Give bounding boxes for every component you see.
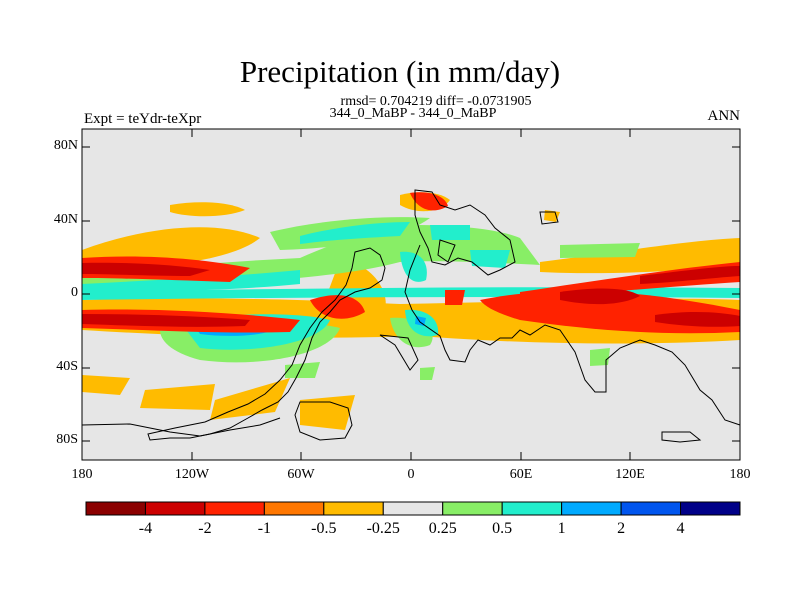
colorbar-label: -4 <box>138 520 153 537</box>
colorbar-label: -0.25 <box>366 520 400 537</box>
axis-ticks <box>82 129 740 460</box>
colorbar-swatch <box>561 501 622 516</box>
lon-label-120e: 120E <box>615 467 645 482</box>
colorbar-label: 1 <box>557 520 566 537</box>
colorbar-swatch <box>204 501 265 516</box>
lat-label-eq: 0 <box>71 285 78 300</box>
colorbar-swatch <box>323 501 384 516</box>
colorbar-swatch <box>263 501 325 516</box>
colorbar-label: 0.5 <box>492 520 513 537</box>
colorbar-label: 0.25 <box>428 520 457 537</box>
colorbar-swatch <box>501 501 563 516</box>
lat-label-40n: 40N <box>53 212 78 227</box>
lat-label-80n: 80N <box>53 138 78 153</box>
colorbar-label: 4 <box>676 520 685 537</box>
season-label: ANN <box>707 108 741 124</box>
colorbar-swatch <box>680 501 741 516</box>
colorbar-label: -1 <box>257 520 272 537</box>
lon-label-180w: 180 <box>71 467 93 482</box>
lon-label-60w: 60W <box>287 467 315 482</box>
lon-label-120w: 120W <box>174 467 210 482</box>
colorbar <box>85 501 741 516</box>
lat-label-40s: 40S <box>56 359 78 374</box>
precipitation-field <box>82 192 740 430</box>
colorbar-swatch <box>442 501 503 516</box>
lat-label-80s: 80S <box>56 432 78 447</box>
colorbar-label: 2 <box>617 520 626 537</box>
colorbar-label: -0.5 <box>311 520 337 537</box>
stats-line: rmsd= 0.704219 diff= -0.0731905 <box>340 94 532 109</box>
lon-label-60e: 60E <box>509 467 533 482</box>
experiment-label: Expt = teYdr-teXpr <box>84 111 202 127</box>
colorbar-swatch <box>382 501 444 516</box>
colorbar-swatch <box>620 501 682 516</box>
colorbar-label: -2 <box>198 520 212 537</box>
lon-label-0: 0 <box>407 467 415 482</box>
subtitle: 344_0_MaBP - 344_0_MaBP <box>329 106 497 121</box>
colorbar-swatch <box>144 501 206 516</box>
lon-label-180e: 180 <box>729 467 751 482</box>
coastlines <box>81 189 741 443</box>
plot-title: Precipitation (in mm/day) <box>239 54 561 89</box>
colorbar-swatch <box>85 501 146 516</box>
